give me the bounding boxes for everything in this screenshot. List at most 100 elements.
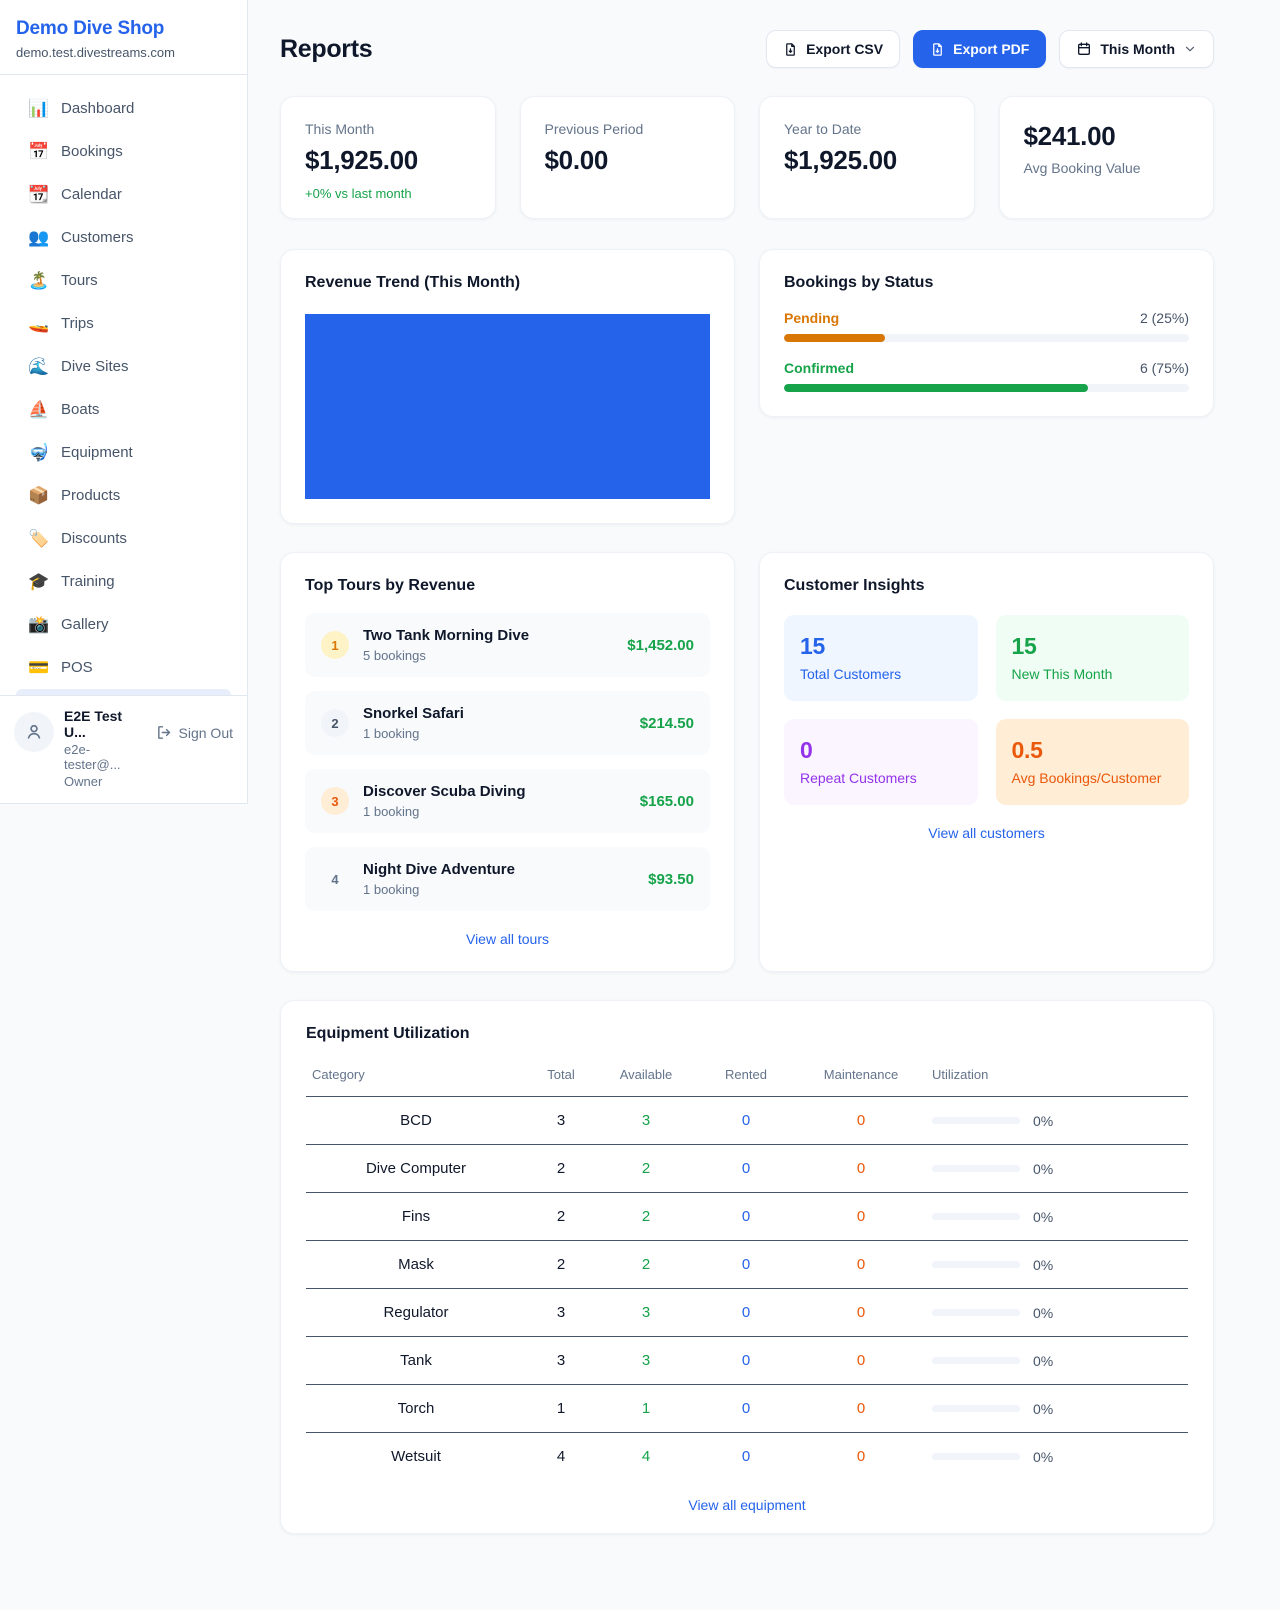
- tour-list: 1 Two Tank Morning Dive 5 bookings $1,45…: [305, 613, 710, 911]
- status-bar-fill: [784, 384, 1088, 392]
- sidebar-item-gallery[interactable]: 📸 Gallery: [28, 614, 109, 634]
- user-name: E2E Test U...: [64, 708, 123, 740]
- view-all-customers-link[interactable]: View all customers: [928, 825, 1045, 841]
- sailboat-icon: ⛵: [28, 399, 50, 419]
- sidebar-item-calendar[interactable]: 📆 Calendar: [28, 184, 122, 204]
- customer-insights-card: Customer Insights 15 Total Customers 15 …: [759, 552, 1214, 972]
- user-role: Owner: [64, 774, 103, 789]
- user-section: E2E Test U... e2e-tester@... Owner Sign …: [0, 695, 247, 803]
- tour-bookings: 5 bookings: [363, 648, 426, 663]
- utilization-bar: [932, 1357, 1020, 1364]
- graduation-cap-icon: 🎓: [28, 571, 50, 591]
- status-row-confirmed: Confirmed 6 (75%): [784, 360, 1189, 392]
- utilization-bar: [932, 1453, 1020, 1461]
- insight-new-this-month: 15 New This Month: [995, 615, 1189, 701]
- wave-icon: 🌊: [28, 356, 50, 376]
- column-header-category: Category: [306, 1057, 526, 1097]
- status-label: Confirmed: [784, 360, 854, 376]
- status-bar-track: [784, 334, 1189, 342]
- sidebar-nav: 📊 Dashboard 📅 Bookings 📆 Calendar 👥 Cust…: [0, 75, 247, 695]
- stat-delta: +0% vs last month: [305, 186, 412, 201]
- rank-badge: 2: [321, 709, 349, 737]
- speedboat-icon: 🚤: [28, 313, 50, 333]
- tour-row: 4 Night Dive Adventure 1 booking $93.50: [305, 847, 710, 911]
- tour-revenue: $165.00: [639, 792, 694, 810]
- sidebar-item-bookings[interactable]: 📅 Bookings: [28, 141, 123, 161]
- status-label: Pending: [784, 310, 840, 326]
- sign-out-button[interactable]: Sign Out: [156, 724, 233, 741]
- sidebar-item-equipment[interactable]: 🤿 Equipment: [28, 442, 133, 462]
- calendar-icon: 📆: [28, 184, 50, 204]
- sidebar-item-boats[interactable]: ⛵ Boats: [28, 399, 100, 419]
- table-row: Dive Computer 2 2 0 0 0%: [306, 1144, 1188, 1193]
- tour-row: 1 Two Tank Morning Dive 5 bookings $1,45…: [305, 613, 710, 677]
- tag-icon: 🏷️: [28, 528, 50, 548]
- table-row: Mask 2 2 0 0 0%: [306, 1240, 1188, 1289]
- status-bar-fill: [784, 334, 886, 342]
- sidebar-item-products[interactable]: 📦 Products: [28, 485, 121, 505]
- tour-name: Night Dive Adventure: [363, 861, 515, 878]
- tour-name: Two Tank Morning Dive: [363, 627, 530, 644]
- tour-row: 3 Discover Scuba Diving 1 booking $165.0…: [305, 769, 710, 833]
- column-header-total: Total: [526, 1057, 596, 1097]
- table-row: Wetsuit 4 4 0 0 0%: [391, 1448, 1054, 1466]
- bookings-by-status-title: Bookings by Status: [784, 274, 934, 291]
- utilization-bar: [932, 1165, 1020, 1172]
- column-header-maintenance: Maintenance: [796, 1057, 926, 1097]
- tour-revenue: $214.50: [639, 714, 694, 732]
- status-row-pending: Pending 2 (25%): [784, 310, 1189, 342]
- person-icon: [27, 724, 41, 739]
- equipment-utilization-card: Equipment Utilization Category Total Ava…: [280, 1000, 1214, 1534]
- shop-name: Demo Dive Shop: [16, 18, 165, 39]
- utilization-bar: [932, 1261, 1020, 1268]
- sidebar-item-tours[interactable]: 🏝️ Tours: [28, 270, 98, 290]
- table-row: Torch 1 1 0 0 0%: [306, 1384, 1188, 1433]
- sidebar-item-dashboard[interactable]: 📊 Dashboard: [28, 98, 135, 118]
- island-icon: 🏝️: [28, 270, 50, 290]
- sidebar-item-pos[interactable]: 💳 POS: [28, 657, 93, 677]
- equipment-table: Category Total Available Rented Maintena…: [306, 1057, 1188, 1481]
- stat-card-this-month: This Month $1,925.00 +0% vs last month: [280, 96, 496, 219]
- table-row: Tank 3 3 0 0 0%: [306, 1336, 1188, 1385]
- period-dropdown[interactable]: This Month: [1059, 30, 1214, 68]
- view-all-tours-link[interactable]: View all tours: [465, 931, 549, 947]
- insight-avg-bookings: 0.5 Avg Bookings/Customer: [995, 719, 1189, 805]
- export-pdf-button[interactable]: Export PDF: [913, 30, 1047, 68]
- sidebar-item-dive-sites[interactable]: 🌊 Dive Sites: [28, 356, 129, 376]
- insight-grid: 15 Total Customers 15 New This Month 0 R…: [784, 615, 1189, 805]
- column-header-available: Available: [596, 1057, 696, 1097]
- file-download-icon: [933, 42, 942, 56]
- status-bar-track: [784, 384, 1189, 392]
- shop-domain: demo.test.divestreams.com: [16, 45, 175, 60]
- utilization-bar: [932, 1405, 1020, 1412]
- shop-header: Demo Dive Shop demo.test.divestreams.com: [0, 0, 247, 75]
- export-csv-button[interactable]: Export CSV: [766, 30, 901, 68]
- rank-badge: 1: [321, 631, 349, 659]
- sidebar-item-discounts[interactable]: 🏷️ Discounts: [28, 528, 127, 548]
- revenue-trend-card: Revenue Trend (This Month): [280, 249, 735, 524]
- tour-bookings: 1 booking: [363, 882, 420, 897]
- customer-insights-title: Customer Insights: [784, 577, 925, 594]
- sidebar: Demo Dive Shop demo.test.divestreams.com…: [0, 0, 248, 804]
- user-meta: E2E Test U... e2e-tester@... Owner: [64, 708, 146, 789]
- tour-bookings: 1 booking: [363, 804, 420, 819]
- chevron-down-icon: [1185, 46, 1195, 52]
- page-header: Reports Export CSV Export PDF: [280, 30, 1214, 68]
- view-all-equipment-link[interactable]: View all equipment: [688, 1496, 806, 1513]
- utilization-bar: [932, 1309, 1020, 1316]
- page-title: Reports: [280, 34, 373, 63]
- rank-badge: 3: [321, 787, 349, 815]
- stat-card-avg-booking-value: $241.00 Avg Booking Value: [998, 96, 1214, 219]
- user-email: e2e-tester@...: [64, 742, 121, 772]
- sidebar-active-item-partial[interactable]: [16, 689, 231, 695]
- revenue-trend-title: Revenue Trend (This Month): [305, 274, 521, 291]
- sidebar-item-trips[interactable]: 🚤 Trips: [28, 313, 94, 333]
- tour-name: Snorkel Safari: [363, 705, 464, 722]
- bookings-by-status-card: Bookings by Status Pending 2 (25%) Confi…: [759, 249, 1214, 417]
- sidebar-item-customers[interactable]: 👥 Customers: [28, 227, 134, 247]
- table-row: Regulator 3 3 0 0 0%: [306, 1288, 1188, 1337]
- sidebar-item-training[interactable]: 🎓 Training: [28, 571, 115, 591]
- table-row: Fins 2 2 0 0 0%: [306, 1192, 1188, 1241]
- utilization-bar: [932, 1213, 1020, 1220]
